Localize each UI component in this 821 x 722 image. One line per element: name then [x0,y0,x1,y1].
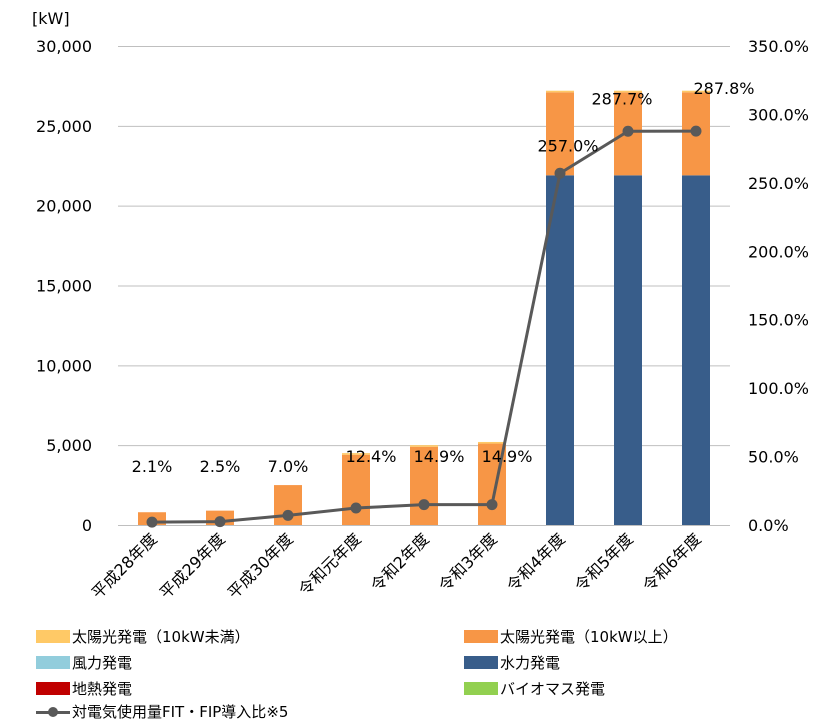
ratio-data-label: 14.9% [414,447,465,466]
bar-segment [546,175,574,525]
x-tick-label: 令和3年度 [435,529,501,595]
ratio-point [214,516,226,528]
x-tick-label: 令和5年度 [571,529,637,595]
y2-tick-label: 200.0% [748,242,809,261]
y-tick-label: 30,000 [36,37,92,56]
ratio-data-label: 287.8% [693,79,754,98]
y-tick-label: 5,000 [46,436,92,455]
bar-segment [614,175,642,525]
ratio-point [418,499,430,511]
x-tick-label: 令和2年度 [367,529,433,595]
y-axis-ticks: 0 5,000 10,000 15,000 20,000 25,000 30,000 [36,37,92,535]
bar-segment [410,445,438,447]
x-tick-label: 令和6年度 [639,529,705,595]
ratio-point [486,499,498,511]
bar-segment [478,441,506,444]
x-tick-label: 平成29年度 [156,529,229,602]
bar-stacks [138,90,710,525]
ratio-point [622,125,634,137]
y-tick-label: 20,000 [36,197,92,216]
ratio-data-label: 2.5% [200,457,241,476]
ratio-point [146,516,158,528]
ratio-point [282,509,294,521]
y-tick-label: 25,000 [36,117,92,136]
bar-segment [546,92,574,176]
y-tick-label: 15,000 [36,277,92,296]
y2-tick-label: 150.0% [748,311,809,330]
ratio-point [350,502,362,514]
ratio-data-labels: 2.1% 2.5% 7.0% 12.4% 14.9% 14.9% 257.0% 287.7% 2… [132,79,755,476]
ratio-data-label: 7.0% [268,457,309,476]
ratio-data-label: 287.7% [591,89,652,108]
y2-tick-label: 250.0% [748,174,809,193]
y2-tick-label: 0.0% [748,516,789,535]
ratio-data-label: 2.1% [132,457,173,476]
bar-segment [342,453,370,455]
ratio-line-series [146,125,702,528]
y-tick-label: 0 [82,516,92,535]
x-tick-label: 平成30年度 [224,529,297,602]
ratio-point [554,167,566,179]
ratio-data-label: 257.0% [537,136,598,155]
ratio-point [690,125,702,137]
ratio-data-label: 12.4% [346,447,397,466]
x-tick-label: 令和元年度 [295,529,365,599]
x-tick-label: 令和4年度 [503,529,569,595]
y2-tick-label: 350.0% [748,37,809,56]
y2-tick-label: 300.0% [748,105,809,124]
y-tick-label: 10,000 [36,356,92,375]
y2-axis-ticks: 0.0% 50.0% 100.0% 150.0% 200.0% 250.0% 300.0% 3… [748,37,809,535]
x-tick-label: 平成28年度 [88,529,161,602]
bar-segment [682,175,710,525]
bar-segment [410,446,438,525]
y-axis-unit-label: [kW] [32,9,70,28]
bar-segment [614,90,642,93]
ratio-data-label: 14.9% [482,447,533,466]
y2-tick-label: 100.0% [748,379,809,398]
bar-segment [546,90,574,93]
bar-segment [682,90,710,93]
y2-tick-label: 50.0% [748,448,799,467]
